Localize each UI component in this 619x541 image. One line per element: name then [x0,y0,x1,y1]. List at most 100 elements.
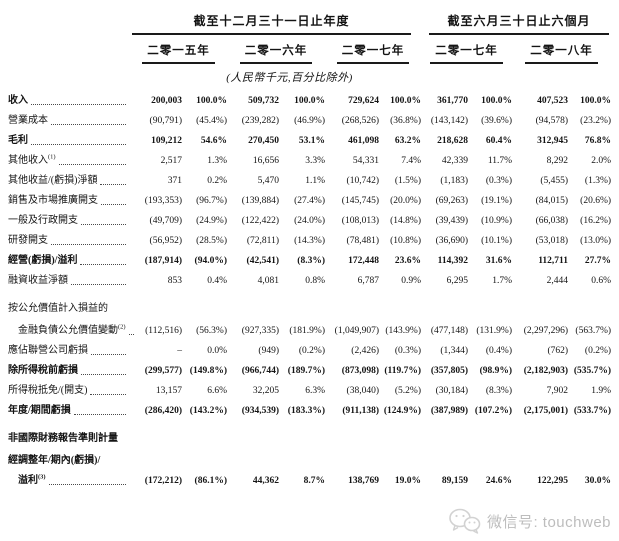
cell-amount: 2,517 [160,156,182,166]
cell-amount: 7,902 [546,386,569,396]
cell-amount: 200,003 [151,96,182,106]
cell-percent: (10.1%) [481,236,513,246]
row-label: 應佔聯營公司虧損 [8,341,130,361]
dotted-leader [91,354,126,355]
year-header-2016: 二零一六年 [227,35,325,64]
cell-amount: 6,295 [446,276,469,286]
cell-percent: (0.4%) [485,346,513,356]
cell-amount: (122,422) [241,216,279,226]
cell-amount: (56,952) [149,236,182,246]
table-row: 其他收入(1) 2,517 1.3% 16,656 3.3% 54,331 7.4% 42,3… [8,151,611,171]
row-label: 其他收入(1) [8,151,130,171]
year-header-2018-interim: 二零一八年 [512,35,611,64]
cell-amount: 89,159 [441,476,469,486]
cell-percent: (5.2%) [394,386,422,396]
cell-amount: (49,709) [149,216,182,226]
row-label: 除所得稅前虧損 [8,361,130,381]
cell-amount: 218,628 [437,136,469,146]
cell-amount: (36,690) [435,236,469,246]
cell-percent: (56.3%) [196,326,227,336]
cell-percent: (86.1%) [194,476,227,486]
financial-summary-page: 截至十二月三十一日止年度 截至六月三十日止六個月 二零一五年 二零一六年 二零一… [0,12,619,541]
footnote-marker: (2) [118,323,126,331]
dotted-leader [48,484,126,485]
table-row: 收入 200,003 100.0% 509,732 100.0% 729,624 100.0… [8,91,611,111]
cell-percent: (1.3%) [584,176,612,186]
cell-amount: (90,791) [149,116,182,126]
cell-amount: 32,205 [252,386,279,396]
table-row: 應佔聯營公司虧損 – 0.0% (949) (0.2%) (2,426) (0.3%) (1,… [8,341,611,361]
cell-percent: (1.5%) [394,176,422,186]
cell-amount: (94,578) [535,116,569,126]
financial-table: 截至十二月三十一日止年度 截至六月三十日止六個月 二零一五年 二零一六年 二零一… [8,12,611,491]
cell-percent: 23.6% [394,256,422,266]
cell-amount: 729,624 [348,96,379,106]
table-row: 一般及行政開支 (49,709) (24.9%) (122,422) (24.0%) (1… [8,211,611,231]
cell-percent: (24.9%) [196,216,227,226]
row-label: 金融負債公允價值變動(2) [8,321,134,341]
cell-percent: (10.9%) [481,216,513,226]
cell-amount: (193,353) [144,196,182,206]
cell-amount: – [177,346,182,356]
row-label: 研發開支 [8,231,130,251]
cell-amount: (2,426) [351,346,379,356]
row-label: 毛利 [8,131,130,151]
cell-percent: 0.9% [401,276,422,286]
cell-amount: (966,744) [241,366,279,376]
cell-amount: 407,523 [537,96,569,106]
cell-percent: (107.2%) [474,406,513,416]
cell-amount: (30,184) [435,386,469,396]
cell-percent: 31.6% [485,256,513,266]
cell-amount: 114,392 [437,256,469,266]
table-row: 年度/期間虧損 (286,420) (143.2%) (934,539) (183.3%… [8,401,611,421]
cell-amount: 509,732 [248,96,279,106]
cell-amount: (873,098) [341,366,379,376]
cell-amount: (42,541) [246,256,279,266]
group-header-row: 截至十二月三十一日止年度 截至六月三十日止六個月 [8,12,611,35]
cell-percent: (98.9%) [479,366,513,376]
cell-percent: 30.0% [584,476,612,486]
cell-amount: (387,989) [430,406,469,416]
row-label: 一般及行政開支 [8,211,130,231]
cell-amount: (1,344) [440,346,469,356]
cell-percent: (0.3%) [394,346,422,356]
cell-amount: (934,539) [241,406,279,416]
cell-amount: 6,787 [357,276,379,286]
year-header-row: 二零一五年 二零一六年 二零一七年 二零一七年 二零一八年 [8,35,611,64]
cell-amount: 138,769 [348,476,379,486]
cell-percent: (143.2%) [189,406,227,416]
cell-percent: 0.2% [207,176,227,186]
cell-percent: 100.0% [481,96,513,106]
row-label: 其他收益/(虧損)淨額 [8,171,130,191]
cell-percent: 54.6% [200,136,227,146]
table-row: 銷售及市場推廣開支 (193,353) (96.7%) (139,884) (27.4%… [8,191,611,211]
dotted-leader [31,104,126,105]
cell-percent: (27.4%) [294,196,325,206]
cell-amount: 42,339 [441,156,469,166]
row-label: 營業成本 [8,111,130,131]
cell-percent: (8.3%) [485,386,513,396]
table-row: 非國際財務報告準則計量 [8,421,611,451]
cell-amount: (38,040) [346,386,379,396]
dotted-leader [73,414,126,415]
cell-percent: (14.8%) [390,216,422,226]
cell-percent: 3.3% [305,156,325,166]
cell-amount: (2,175,001) [523,406,569,416]
cell-percent: 100.0% [196,96,227,106]
row-label: 融資收益淨額 [8,271,130,291]
table-header: 截至十二月三十一日止年度 截至六月三十日止六個月 二零一五年 二零一六年 二零一… [8,12,611,91]
row-label: 經營(虧損)/溢利 [8,251,130,271]
cell-amount: 54,331 [352,156,379,166]
cell-amount: (299,577) [144,366,182,376]
dotted-leader [81,224,126,225]
dotted-leader [100,184,126,185]
cell-percent: (16.2%) [580,216,612,226]
table-row: 按公允價值計入損益的 [8,291,611,321]
cell-percent: 0.4% [207,276,227,286]
cell-percent: 27.7% [584,256,612,266]
dotted-leader [51,244,126,245]
cell-amount: (911,138) [342,406,379,416]
cell-percent: (24.0%) [294,216,325,226]
cell-amount: 371 [167,176,182,186]
table-body: 收入 200,003 100.0% 509,732 100.0% 729,624 100.0… [8,91,611,491]
